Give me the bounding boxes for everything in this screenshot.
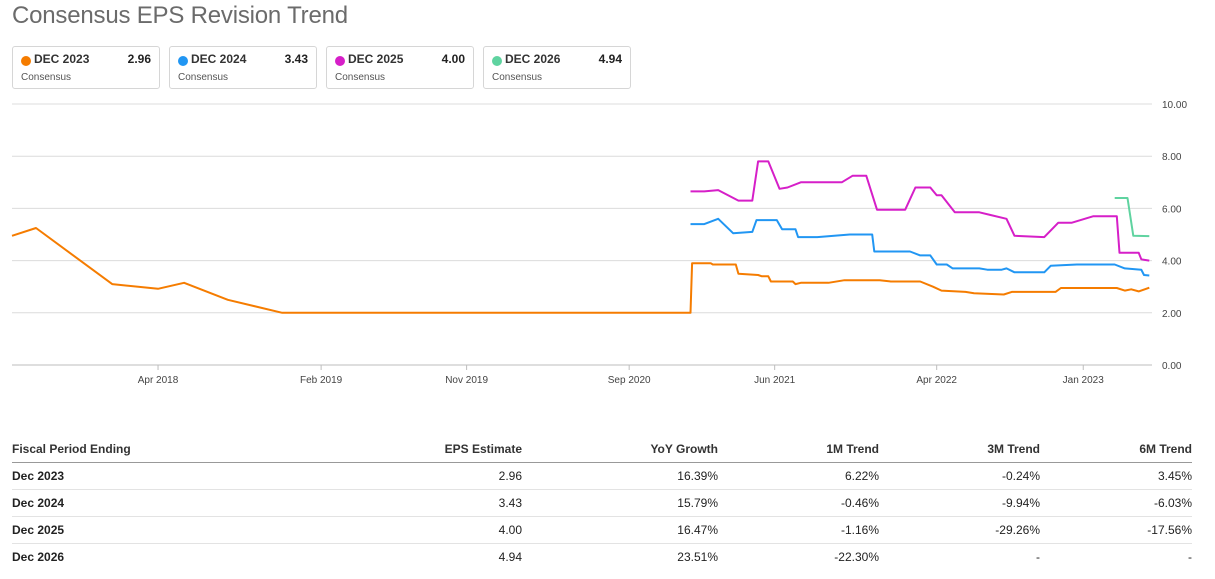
y-tick-label: 4.00 xyxy=(1162,257,1182,268)
x-tick-label: Apr 2022 xyxy=(916,375,957,386)
legend-card-sub: Consensus xyxy=(335,72,386,83)
header-3m-trend[interactable]: 3M Trend xyxy=(879,438,1040,463)
series-color-dot xyxy=(21,56,31,66)
chart-series xyxy=(11,160,1150,314)
y-tick-label: 6.00 xyxy=(1162,204,1182,215)
cell-6m-trend: 3.45% xyxy=(1040,462,1192,490)
cell-3m-trend: -0.24% xyxy=(879,462,1040,490)
legend-card-value: 4.94 xyxy=(598,52,622,66)
y-tick-label: 0.00 xyxy=(1162,361,1182,372)
cell-1m-trend: -1.16% xyxy=(718,516,879,544)
series-line-dec-2024[interactable] xyxy=(690,217,1150,277)
y-tick-label: 2.00 xyxy=(1162,309,1182,320)
cell-period: Dec 2024 xyxy=(12,489,222,517)
x-axis-ticks: Apr 2018 Feb 2019 Nov 2019 Sep 2020 Jun 2021… xyxy=(138,365,1105,386)
cell-6m-trend: -6.03% xyxy=(1040,489,1192,517)
legend-card-name: DEC 2026 xyxy=(505,52,561,66)
cell-1m-trend: -22.30% xyxy=(834,550,879,564)
table-row: Dec 2023 2.96 16.39% 6.22% -0.24% 3.45% xyxy=(12,462,1192,490)
legend-card-value: 2.96 xyxy=(127,52,151,66)
cell-period: Dec 2025 xyxy=(12,516,222,544)
x-tick-label: Jun 2021 xyxy=(754,375,796,386)
legend-card-dec-2024[interactable]: DEC 2024 3.43 Consensus xyxy=(169,46,317,89)
legend-card-sub: Consensus xyxy=(178,72,229,83)
cell-eps: 4.00 xyxy=(222,516,522,544)
series-color-dot xyxy=(335,56,345,66)
table-header-row: Fiscal Period Ending EPS Estimate YoY Gr… xyxy=(12,438,1192,463)
eps-revision-chart[interactable]: 0.00 2.00 4.00 6.00 8.00 10.00 Apr 2018 Feb 20… xyxy=(0,92,1215,392)
legend-card-name: DEC 2025 xyxy=(348,52,404,66)
x-tick-label: Apr 2018 xyxy=(138,375,179,386)
cell-yoy: 16.39% xyxy=(522,462,718,490)
legend-card-dec-2025[interactable]: DEC 2025 4.00 Consensus xyxy=(326,46,474,89)
header-6m-trend[interactable]: 6M Trend xyxy=(1040,438,1192,463)
x-tick-label: Jan 2023 xyxy=(1063,375,1105,386)
cell-yoy: 23.51% xyxy=(677,550,718,564)
header-eps-estimate[interactable]: EPS Estimate xyxy=(222,438,522,463)
x-tick-label: Sep 2020 xyxy=(608,375,651,386)
header-fiscal-period[interactable]: Fiscal Period Ending xyxy=(12,438,222,463)
series-line-dec-2023[interactable] xyxy=(11,227,1150,314)
cell-3m-trend: - xyxy=(1036,550,1040,564)
legend-card-value: 3.43 xyxy=(284,52,308,66)
cell-period: Dec 2023 xyxy=(12,462,222,490)
table-row: Dec 2026 4.94 23.51% -22.30% - - xyxy=(12,544,1192,571)
legend-card-name: DEC 2024 xyxy=(191,52,247,66)
legend-card-name: DEC 2023 xyxy=(34,52,90,66)
eps-estimate-table: Fiscal Period Ending EPS Estimate YoY Gr… xyxy=(12,438,1192,570)
series-line-dec-2025[interactable] xyxy=(690,160,1150,262)
cell-eps: 2.96 xyxy=(222,462,522,490)
cell-6m-trend: -17.56% xyxy=(1040,516,1192,544)
y-axis-ticks: 0.00 2.00 4.00 6.00 8.00 10.00 xyxy=(1162,100,1187,372)
legend-card-dec-2023[interactable]: DEC 2023 2.96 Consensus xyxy=(12,46,160,89)
cell-period: Dec 2026 xyxy=(12,550,65,564)
legend-cards: DEC 2023 2.96 Consensus DEC 2024 3.43 Co… xyxy=(12,46,631,89)
cell-1m-trend: 6.22% xyxy=(718,462,879,490)
y-tick-label: 10.00 xyxy=(1162,100,1187,111)
cell-yoy: 15.79% xyxy=(522,489,718,517)
header-yoy-growth[interactable]: YoY Growth xyxy=(522,438,718,463)
page-title: Consensus EPS Revision Trend xyxy=(12,2,348,29)
table-row: Dec 2024 3.43 15.79% -0.46% -9.94% -6.03… xyxy=(12,489,1192,517)
cell-3m-trend: -9.94% xyxy=(879,489,1040,517)
table-row: Dec 2025 4.00 16.47% -1.16% -29.26% -17.… xyxy=(12,516,1192,544)
cell-3m-trend: -29.26% xyxy=(879,516,1040,544)
cell-6m-trend: - xyxy=(1188,550,1192,564)
series-color-dot xyxy=(178,56,188,66)
cell-yoy: 16.47% xyxy=(522,516,718,544)
series-color-dot xyxy=(492,56,502,66)
x-tick-label: Nov 2019 xyxy=(445,375,488,386)
legend-card-dec-2026[interactable]: DEC 2026 4.94 Consensus xyxy=(483,46,631,89)
header-1m-trend[interactable]: 1M Trend xyxy=(718,438,879,463)
cell-1m-trend: -0.46% xyxy=(718,489,879,517)
chart-grid xyxy=(12,103,1152,366)
legend-card-sub: Consensus xyxy=(21,72,72,83)
cell-eps: 3.43 xyxy=(222,489,522,517)
legend-card-sub: Consensus xyxy=(492,72,543,83)
legend-card-value: 4.00 xyxy=(441,52,465,66)
y-tick-label: 8.00 xyxy=(1162,152,1182,163)
series-line-dec-2026[interactable] xyxy=(1114,197,1150,238)
cell-eps: 4.94 xyxy=(498,550,522,564)
x-tick-label: Feb 2019 xyxy=(300,375,343,386)
